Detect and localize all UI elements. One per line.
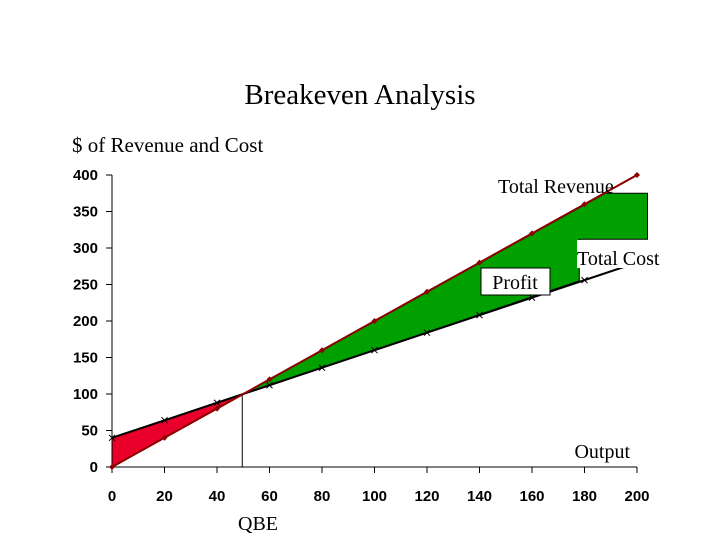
- total-cost-point: [371, 346, 378, 354]
- y-axis-label: $ of Revenue and Cost: [72, 133, 263, 157]
- total-revenue-point: [161, 434, 168, 441]
- profit-label: Profit: [492, 272, 538, 294]
- total-revenue-point: [424, 288, 430, 295]
- x-tick-label: 100: [362, 488, 387, 505]
- x-tick-label: 200: [624, 488, 649, 505]
- total-revenue-label: Total Revenue: [498, 176, 614, 198]
- y-tick-label: 200: [73, 313, 98, 330]
- y-tick-label: 150: [73, 350, 98, 367]
- x-tick-label: 160: [519, 488, 544, 505]
- total-cost-point: [528, 294, 536, 301]
- total-cost-point: [108, 434, 116, 442]
- total-revenue-point: [529, 230, 535, 237]
- total-cost-point: [423, 329, 431, 337]
- total-cost-point-stroke: [581, 276, 588, 284]
- labels-layer: Total Revenue Total Cost Profit QBE: [238, 176, 673, 535]
- y-tick-label: 250: [73, 277, 98, 294]
- total-cost-point: [213, 399, 221, 407]
- y-tick-label: 100: [73, 386, 98, 403]
- total-revenue-point: [581, 201, 588, 208]
- y-tick-label: 50: [81, 423, 98, 440]
- total-cost-point-stroke: [266, 381, 273, 389]
- total-cost-point-stroke: [108, 434, 116, 442]
- x-tick-label: 140: [467, 488, 492, 505]
- total-cost-point-stroke: [318, 364, 326, 372]
- total-cost-point: [161, 416, 168, 424]
- x-tick-label: 40: [209, 488, 226, 505]
- total-revenue-point: [266, 376, 273, 383]
- total-cost-point: [318, 364, 326, 372]
- total-cost-point-stroke: [371, 346, 378, 354]
- total-revenue-point: [214, 405, 220, 412]
- total-revenue-point: [634, 172, 640, 178]
- total-revenue-point: [109, 464, 115, 470]
- y-tick-label: 400: [73, 167, 98, 184]
- x-tick-label: 60: [261, 488, 278, 505]
- regions-layer: [111, 192, 648, 468]
- chart-title: Breakeven Analysis: [244, 79, 475, 111]
- x-tick-label: 20: [156, 488, 173, 505]
- x-tick-label: 120: [414, 488, 439, 505]
- total-cost-label: Total Cost: [577, 248, 660, 270]
- y-tick-label: 350: [73, 204, 98, 221]
- qbe-label: QBE: [238, 513, 278, 535]
- total-cost-point: [581, 276, 588, 284]
- profit-label-box: [480, 267, 551, 296]
- total-cost-label-bg: [577, 240, 673, 268]
- total-revenue-point: [371, 318, 378, 324]
- total-cost-point-stroke: [528, 294, 536, 301]
- total-revenue-point: [319, 347, 325, 354]
- total-cost-point: [476, 311, 483, 319]
- x-tick-label: 0: [108, 488, 116, 505]
- total-cost-point-stroke: [161, 416, 168, 424]
- total-cost-point-stroke: [423, 329, 431, 337]
- x-axis-label: Output: [574, 441, 630, 463]
- y-tick-label: 0: [90, 459, 98, 476]
- total-cost-point-stroke: [476, 311, 483, 319]
- total-revenue-point: [476, 259, 483, 266]
- x-tick-label: 80: [314, 488, 331, 505]
- series-layer: [108, 172, 641, 470]
- x-tick-label: 180: [572, 488, 597, 505]
- axes-layer: 0 20 40 60 80 100 120 140 160 180 200 0 50 100 150 200 2…: [73, 167, 650, 505]
- total-cost-point: [266, 381, 273, 389]
- total-cost-point-stroke: [213, 399, 221, 407]
- y-tick-label: 300: [73, 240, 98, 257]
- profit-region: [243, 192, 648, 395]
